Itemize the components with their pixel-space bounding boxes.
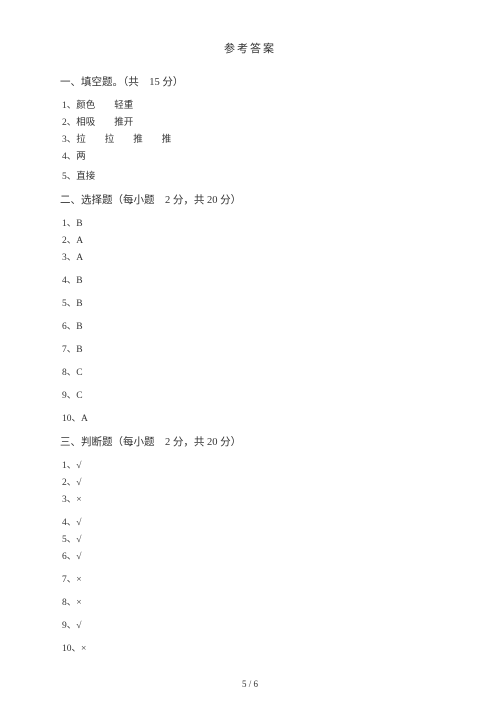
section1-item: 4、两: [60, 148, 440, 162]
section2-item: 4、B: [60, 272, 440, 286]
section3-item: 3、×: [60, 491, 440, 505]
section3-item: 10、×: [60, 640, 440, 654]
section3-item: 9、√: [60, 617, 440, 631]
section2-item: 6、B: [60, 318, 440, 332]
section1-item: 1、颜色 轻重: [60, 97, 440, 111]
section2-item: 2、A: [60, 232, 440, 246]
section3-header: 三、判断题（每小题 2 分，共 20 分）: [60, 434, 440, 449]
section3-item: 8、×: [60, 594, 440, 608]
section3-item: 7、×: [60, 571, 440, 585]
section2-header: 二、选择题（每小题 2 分，共 20 分）: [60, 192, 440, 207]
section1-header: 一、填空题。（共 15 分）: [60, 74, 440, 89]
section2-item: 3、A: [60, 249, 440, 263]
section2-item: 7、B: [60, 341, 440, 355]
section2-item: 10、A: [60, 410, 440, 424]
section2-item: 1、B: [60, 215, 440, 229]
section2-item: 8、C: [60, 364, 440, 378]
section1-item: 5、直接: [60, 168, 440, 182]
section1-item: 3、拉 拉 推 推: [60, 131, 440, 145]
page-number: 5 / 6: [0, 679, 500, 689]
section3-item: 4、√: [60, 514, 440, 528]
section2-item: 9、C: [60, 387, 440, 401]
section3-item: 6、√: [60, 548, 440, 562]
section3-item: 1、√: [60, 457, 440, 471]
section2-item: 5、B: [60, 295, 440, 309]
section3-item: 5、√: [60, 531, 440, 545]
page-title: 参考答案: [60, 40, 440, 56]
section1-item: 2、相吸 推开: [60, 114, 440, 128]
section3-item: 2、√: [60, 474, 440, 488]
